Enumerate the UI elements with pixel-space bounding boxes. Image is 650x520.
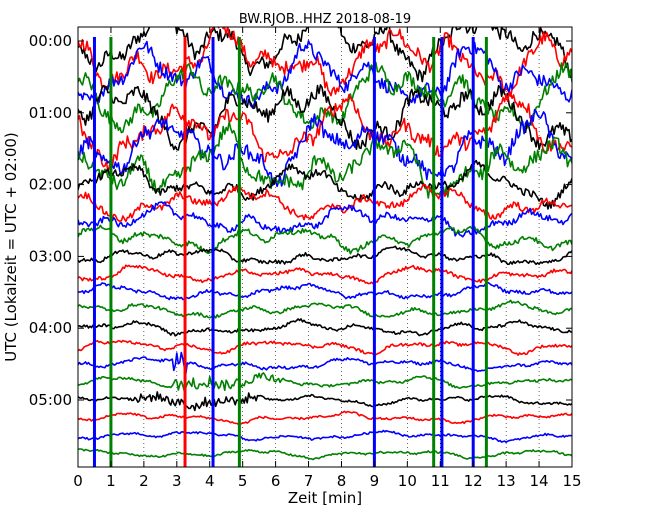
chart-title: BW.RJOB..HHZ 2018-08-19 xyxy=(239,12,411,27)
seismic-trace xyxy=(78,183,572,223)
seismic-trace xyxy=(78,391,572,412)
seismic-trace xyxy=(78,245,572,266)
seismic-trace xyxy=(78,40,572,108)
x-tick-label: 9 xyxy=(370,472,380,490)
x-tick-label: 10 xyxy=(398,472,417,490)
trace-area xyxy=(78,27,572,461)
x-tick-label: 12 xyxy=(464,472,483,490)
x-tick-label: 7 xyxy=(304,472,314,490)
y-tick-label: 01:00 xyxy=(29,104,72,122)
x-tick-label: 15 xyxy=(562,472,581,490)
x-axis: 0 1 2 3 4 5 6 7 8 9 10 11 12 13 14 15 xyxy=(73,27,582,490)
y-axis: 00:00 01:00 02:00 03:00 04:00 05:00 xyxy=(29,32,572,409)
seismic-trace xyxy=(78,372,572,393)
seismic-trace xyxy=(78,299,572,319)
seismic-trace xyxy=(78,91,572,173)
x-tick-label: 3 xyxy=(172,472,182,490)
x-tick-label: 14 xyxy=(530,472,549,490)
y-tick-label: 05:00 xyxy=(29,391,72,409)
seismic-trace xyxy=(78,121,572,199)
y-tick-label: 02:00 xyxy=(29,176,72,194)
x-tick-label: 11 xyxy=(431,472,450,490)
x-tick-label: 4 xyxy=(205,472,215,490)
seismic-trace xyxy=(78,318,572,337)
seismic-trace xyxy=(78,201,572,238)
x-tick-label: 8 xyxy=(337,472,347,490)
x-tick-label: 6 xyxy=(271,472,281,490)
seismic-trace xyxy=(78,351,572,375)
seismic-trace xyxy=(78,448,572,461)
seismic-trace xyxy=(78,281,572,301)
seismic-trace xyxy=(78,224,572,255)
x-tick-label: 2 xyxy=(139,472,149,490)
seismic-trace xyxy=(78,27,572,98)
x-tick-label: 1 xyxy=(106,472,116,490)
seismic-trace xyxy=(78,264,572,285)
seismic-trace xyxy=(78,108,572,188)
seismic-trace xyxy=(78,159,572,210)
x-tick-label: 13 xyxy=(497,472,516,490)
x-tick-label: 0 xyxy=(73,472,83,490)
y-axis-label: UTC (Lokalzeit = UTC + 02:00) xyxy=(2,132,20,362)
y-tick-label: 04:00 xyxy=(29,319,72,337)
spike-layer xyxy=(92,37,488,467)
seismic-trace xyxy=(78,84,572,151)
seismic-trace xyxy=(78,410,572,425)
seismic-trace xyxy=(78,429,572,444)
x-axis-label: Zeit [min] xyxy=(288,489,362,507)
plot-frame xyxy=(77,26,573,468)
y-tick-label: 03:00 xyxy=(29,247,72,265)
y-tick-label: 00:00 xyxy=(29,32,72,50)
seismic-trace xyxy=(78,339,572,356)
x-tick-label: 5 xyxy=(238,472,248,490)
